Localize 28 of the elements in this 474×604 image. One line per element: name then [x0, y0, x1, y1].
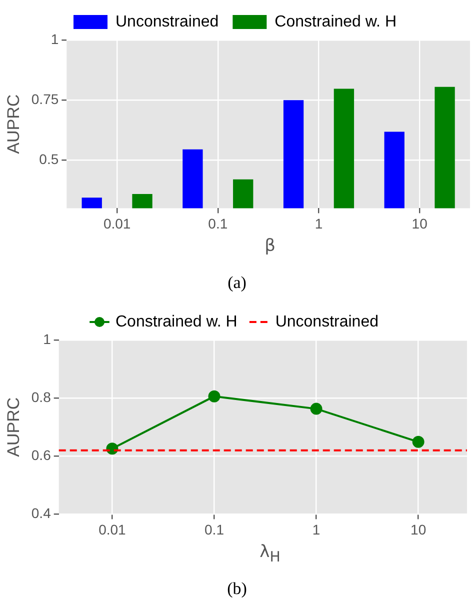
point — [208, 390, 220, 402]
point — [412, 436, 424, 448]
x-tick-label: 0.1 — [204, 521, 224, 538]
y-tick-label: 0.4 — [31, 505, 52, 522]
legend-label: Constrained w. H — [274, 13, 397, 30]
legend-label: Unconstrained — [115, 13, 219, 30]
y-axis-title: AUPRC — [4, 397, 23, 457]
x-axis-title: β — [264, 236, 276, 256]
x-tick-label: 0.1 — [208, 215, 228, 232]
y-axis-title: AUPRC — [4, 94, 23, 154]
text: (a) — [226, 272, 248, 294]
y-tick-label: 1 — [43, 330, 52, 347]
x-tick-label: 1 — [312, 521, 320, 538]
x-tick-label: 0.01 — [98, 521, 126, 538]
y-tick-label: 1 — [50, 30, 59, 47]
y-tick-label: 0.5 — [39, 151, 59, 167]
y-tick-label: 0.6 — [31, 446, 52, 463]
x-tick-label: 10 — [410, 521, 426, 538]
text: (b) — [226, 578, 248, 600]
x-tick-label: 10 — [412, 215, 428, 232]
x-tick-label: 0.01 — [103, 215, 131, 232]
y-tick-label: 0.8 — [31, 388, 52, 405]
x-tick-label: 1 — [314, 215, 323, 232]
legend-label: Unconstrained — [275, 313, 379, 330]
legend-label: Constrained w. H — [115, 313, 238, 330]
x-axis-title: λ$_{H}$ — [260, 542, 280, 566]
y-tick-label: 0.75 — [31, 90, 59, 107]
point — [310, 402, 322, 415]
